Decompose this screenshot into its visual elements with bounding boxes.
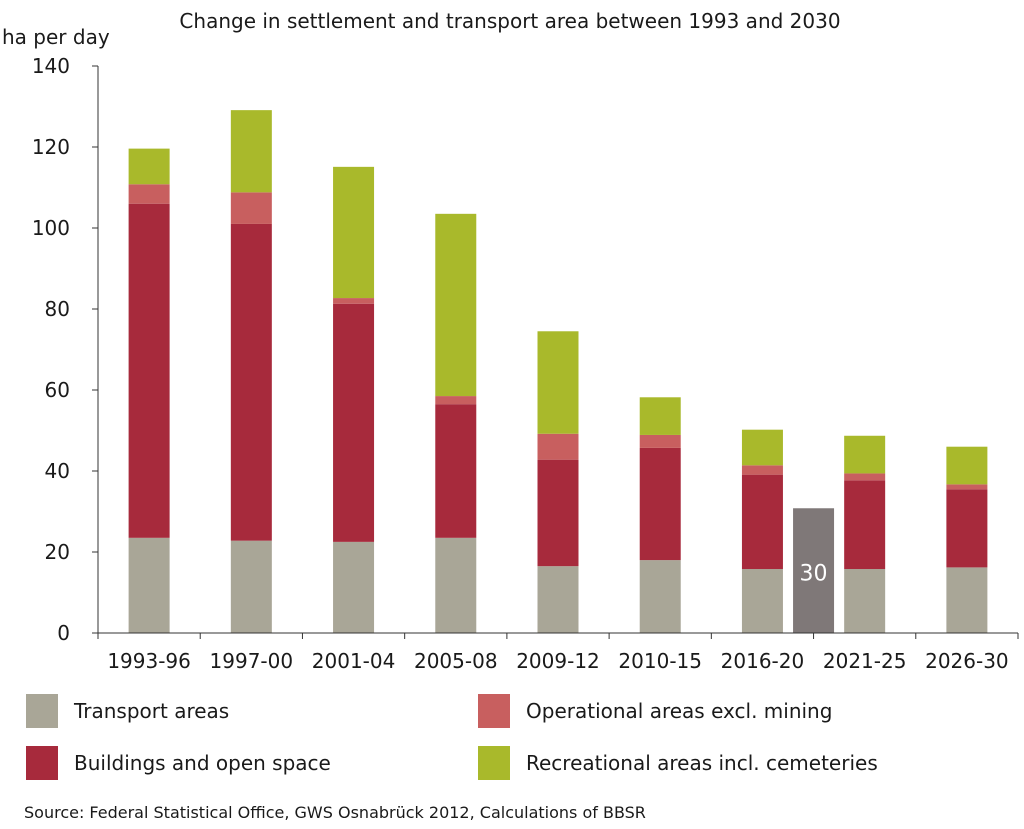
bar-segment-operational-areas-excl-mining	[537, 433, 579, 460]
x-tick-label: 2021-25	[823, 649, 907, 673]
bar-segment-recreational-areas-incl-cemeteries	[639, 397, 681, 435]
bar-segment-recreational-areas-incl-cemeteries	[946, 446, 988, 485]
bar-segment-operational-areas-excl-mining	[333, 298, 375, 304]
x-axis: 1993-96 1997-00 2001-04 2005-08 2009-12 2010-…	[97, 632, 1019, 673]
y-tick-label: 40	[45, 459, 70, 483]
bar-segment-operational-areas-excl-mining	[435, 396, 477, 405]
bar-segment-buildings-and-open-space	[946, 489, 988, 568]
x-tick-label: 2010-15	[618, 649, 702, 673]
y-axis-label: ha per day	[2, 25, 110, 49]
bar-segment-buildings-and-open-space	[639, 447, 681, 561]
bar-segment-transport-areas	[230, 540, 272, 633]
target-bar	[793, 508, 835, 633]
bar-segment-operational-areas-excl-mining	[230, 192, 272, 224]
bar-segment-operational-areas-excl-mining	[639, 434, 681, 448]
x-tick-label: 1997-00	[210, 649, 294, 673]
bar-segment-transport-areas	[435, 537, 477, 633]
bar-segment-transport-areas	[537, 566, 579, 633]
bar-segment-buildings-and-open-space	[333, 303, 375, 542]
bar-segment-recreational-areas-incl-cemeteries	[128, 148, 170, 185]
x-tick-label: 1993-96	[107, 649, 191, 673]
bar-segment-buildings-and-open-space	[537, 459, 579, 567]
bar-segment-buildings-and-open-space	[741, 474, 783, 570]
bar-segment-transport-areas	[128, 537, 170, 633]
bar-segment-operational-areas-excl-mining	[946, 484, 988, 490]
bar-segment-recreational-areas-incl-cemeteries	[844, 435, 886, 474]
y-tick-label: 140	[32, 54, 70, 78]
bar-segment-buildings-and-open-space	[435, 404, 477, 538]
bar-segment-recreational-areas-incl-cemeteries	[435, 213, 477, 397]
x-tick-label: 2026-30	[925, 649, 1009, 673]
bar-segment-recreational-areas-incl-cemeteries	[741, 429, 783, 466]
bar-segment-buildings-and-open-space	[230, 223, 272, 541]
y-axis: 0 20 40 60 80 100 120 140	[32, 54, 99, 645]
x-tick-label: 2001-04	[312, 649, 396, 673]
bar-segment-operational-areas-excl-mining	[844, 473, 886, 481]
y-tick-label: 0	[57, 621, 70, 645]
y-tick-label: 20	[45, 540, 70, 564]
y-tick-label: 80	[45, 297, 70, 321]
bar-segment-transport-areas	[946, 567, 988, 633]
y-tick-label: 100	[32, 216, 70, 240]
bar-segment-recreational-areas-incl-cemeteries	[333, 166, 375, 299]
x-tick-label: 2009-12	[516, 649, 600, 673]
x-tick-label: 2005-08	[414, 649, 498, 673]
bar-segment-transport-areas	[741, 569, 783, 633]
bar-segment-transport-areas	[333, 541, 375, 633]
bar-segment-recreational-areas-incl-cemeteries	[230, 110, 272, 193]
bar-segment-transport-areas	[844, 569, 886, 633]
chart-title: Change in settlement and transport area …	[179, 9, 840, 33]
y-tick-label: 120	[32, 135, 70, 159]
x-tick-label: 2016-20	[721, 649, 805, 673]
bar-segment-recreational-areas-incl-cemeteries	[537, 331, 579, 434]
bar-segment-buildings-and-open-space	[128, 203, 170, 538]
bar-segment-operational-areas-excl-mining	[128, 184, 170, 204]
y-tick-label: 60	[45, 378, 70, 402]
source-note: Source: Federal Statistical Office, GWS …	[24, 803, 646, 822]
bars: 30	[128, 110, 988, 633]
target-bar-label: 30	[800, 562, 828, 587]
bar-segment-buildings-and-open-space	[844, 480, 886, 570]
bar-segment-transport-areas	[639, 560, 681, 633]
bar-segment-operational-areas-excl-mining	[741, 465, 783, 475]
